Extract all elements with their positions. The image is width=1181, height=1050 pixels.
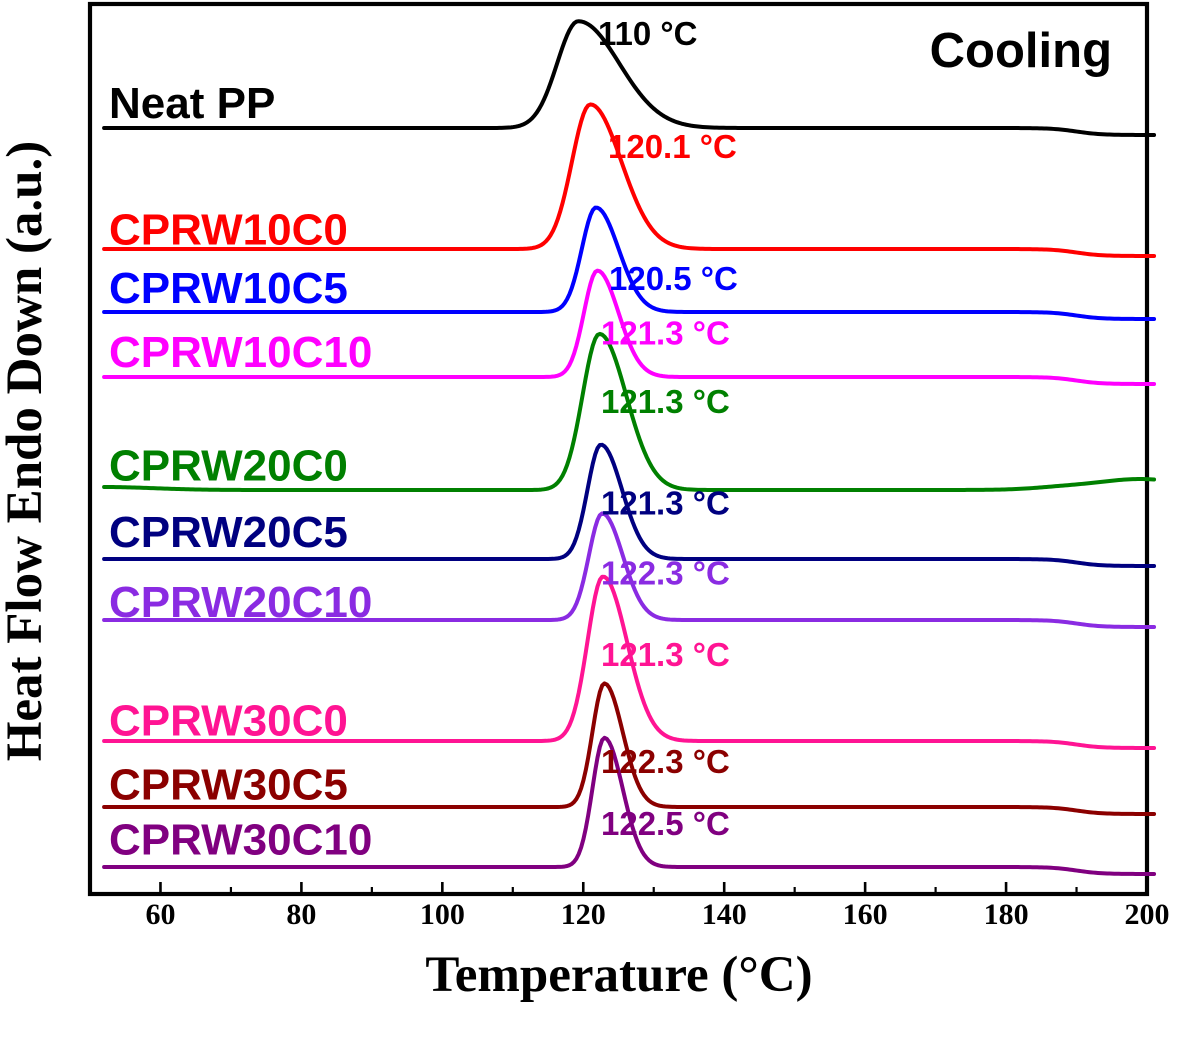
svg-text:160: 160 xyxy=(843,898,888,931)
svg-text:100: 100 xyxy=(420,898,465,931)
svg-text:CPRW10C0: CPRW10C0 xyxy=(109,206,348,255)
svg-text:180: 180 xyxy=(984,898,1029,931)
svg-text:CPRW10C10: CPRW10C10 xyxy=(109,328,372,377)
svg-text:121.3 °C: 121.3 °C xyxy=(601,636,730,673)
svg-text:60: 60 xyxy=(145,898,175,931)
svg-text:122.3 °C: 122.3 °C xyxy=(601,743,730,780)
svg-text:CPRW20C10: CPRW20C10 xyxy=(109,578,372,627)
svg-text:122.3 °C: 122.3 °C xyxy=(601,554,730,591)
svg-text:CPRW30C10: CPRW30C10 xyxy=(109,815,372,864)
svg-text:CPRW30C5: CPRW30C5 xyxy=(109,760,348,809)
svg-text:CPRW10C5: CPRW10C5 xyxy=(109,264,348,313)
svg-text:Neat PP: Neat PP xyxy=(109,79,275,128)
svg-text:121.3 °C: 121.3 °C xyxy=(601,484,730,521)
svg-text:CPRW30C0: CPRW30C0 xyxy=(109,697,348,746)
svg-text:121.3 °C: 121.3 °C xyxy=(601,314,730,351)
svg-text:Temperature (°C): Temperature (°C) xyxy=(425,947,812,1003)
svg-text:CPRW20C0: CPRW20C0 xyxy=(109,442,348,491)
svg-text:200: 200 xyxy=(1125,898,1170,931)
svg-text:120.1 °C: 120.1 °C xyxy=(608,128,737,165)
svg-text:Heat Flow Endo Down (a.u.): Heat Flow Endo Down (a.u.) xyxy=(0,141,53,762)
svg-text:110 °C: 110 °C xyxy=(598,15,697,52)
svg-text:122.5 °C: 122.5 °C xyxy=(601,805,730,842)
svg-text:Cooling: Cooling xyxy=(930,24,1112,78)
svg-text:120: 120 xyxy=(561,898,606,931)
svg-text:80: 80 xyxy=(286,898,316,931)
svg-text:121.3 °C: 121.3 °C xyxy=(601,383,730,420)
svg-text:120.5 °C: 120.5 °C xyxy=(609,260,738,297)
svg-text:CPRW20C5: CPRW20C5 xyxy=(109,508,348,557)
svg-text:140: 140 xyxy=(702,898,747,931)
